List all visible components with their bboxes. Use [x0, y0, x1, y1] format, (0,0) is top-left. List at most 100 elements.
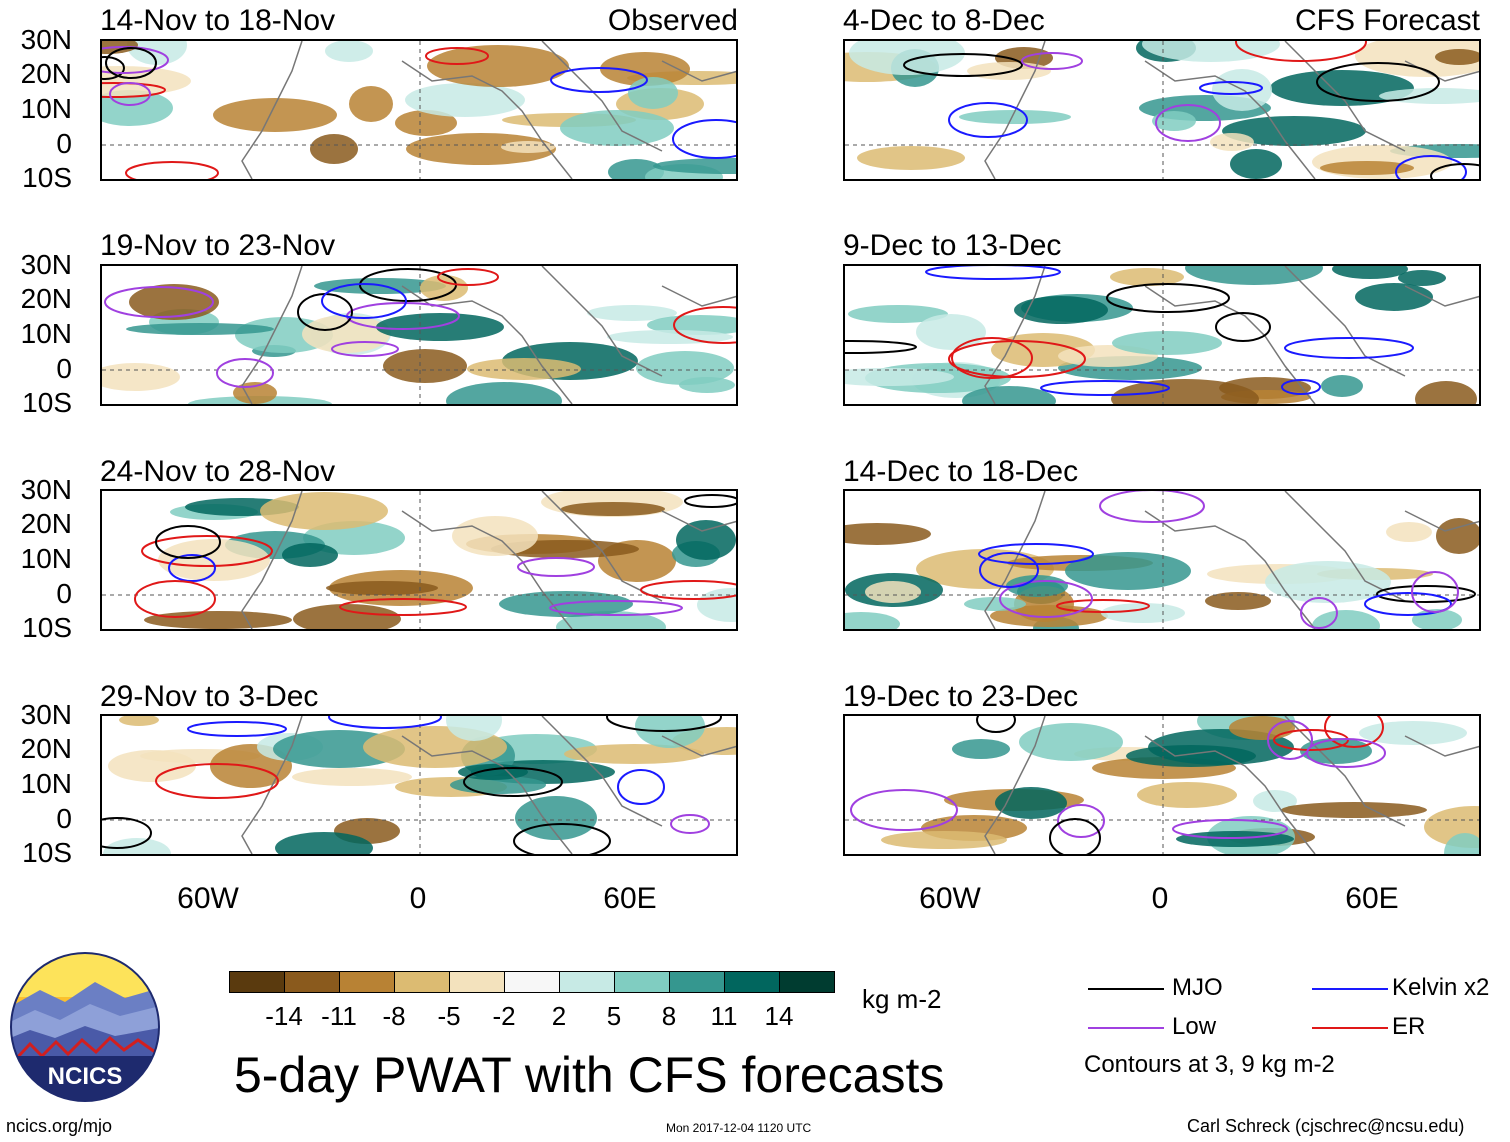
pwat-anomaly-shading [126, 323, 274, 335]
colorbar-swatch [394, 971, 450, 993]
lat-label: 30N [20, 249, 72, 280]
coastline [984, 491, 1479, 629]
legend-contour-note: Contours at 3, 9 kg m-2 [1084, 1051, 1335, 1078]
er-contour [425, 47, 489, 65]
pwat-anomaly-shading [213, 98, 337, 132]
pwat-anomaly-shading [1386, 522, 1432, 542]
lat-label: 20N [20, 508, 72, 539]
pwat-anomaly-shading [293, 604, 401, 629]
mjo-contour [155, 525, 221, 559]
pwat-anomaly-shading [1152, 111, 1196, 131]
pwat-anomaly-shading [129, 284, 219, 320]
pwat-anomaly-shading [881, 831, 1007, 849]
pwat-anomaly-shading [1019, 723, 1123, 761]
coastline [984, 716, 1479, 854]
mjo-contour [102, 56, 125, 80]
pwat-anomaly-shading [501, 141, 555, 153]
panel-title-l4: 29-Nov to 3-Dec [100, 680, 319, 713]
pwat-anomaly-shading [292, 768, 412, 786]
pwat-anomaly-shading [1210, 133, 1254, 151]
er-contour [339, 598, 467, 616]
colorbar-swatch [614, 971, 670, 993]
figure-title: 5-day PWAT with CFS forecasts [234, 1047, 945, 1103]
kelvin-contour [321, 283, 407, 319]
low-contour [216, 358, 274, 388]
pwat-anomaly-shading [952, 739, 1010, 759]
panel-title-r1: 4-Dec to 8-Dec [843, 4, 1045, 37]
er-contour [1324, 716, 1384, 748]
pwat-anomaly-shading [102, 90, 173, 126]
pwat-anomaly-shading [119, 716, 159, 726]
pwat-anomaly-shading [647, 315, 736, 335]
pwat-anomaly-shading [1398, 270, 1446, 286]
low-contour [517, 557, 595, 577]
mjo-contour [976, 716, 1016, 733]
pwat-anomaly-shading [845, 612, 900, 629]
map-panel [843, 489, 1481, 631]
colorbar-label: 14 [764, 1001, 794, 1031]
mjo-contour [903, 53, 1023, 77]
kelvin-contour [672, 119, 736, 159]
pwat-anomaly-shading [1111, 379, 1259, 404]
pwat-anomaly-shading [405, 83, 525, 117]
colorbar-swatch [559, 971, 615, 993]
lat-label: 10S [22, 612, 72, 643]
kelvin-contour [617, 769, 665, 805]
low-contour [1411, 571, 1459, 613]
pwat-anomaly-shading [1300, 738, 1372, 764]
pwat-anomaly-shading [1265, 561, 1391, 603]
pwat-anomaly-shading [395, 110, 457, 136]
map-panel [843, 714, 1481, 856]
pwat-anomaly-shading [452, 516, 538, 556]
low-contour [670, 814, 710, 834]
pwat-anomaly-shading [1359, 721, 1467, 745]
pwat-anomaly-shading [1065, 552, 1191, 590]
pwat-anomaly-shading [144, 611, 292, 629]
low-contour [1306, 738, 1386, 768]
panel-title-r4: 19-Dec to 23-Dec [843, 680, 1079, 713]
pwat-anomaly-shading [1126, 745, 1256, 767]
pwat-anomaly-shading [1332, 266, 1408, 279]
lon-label-0-left: 0 [409, 882, 427, 915]
er-contour [673, 306, 736, 344]
coastline [241, 716, 736, 854]
pwat-anomaly-shading [697, 588, 736, 622]
kelvin-contour [550, 67, 648, 93]
colorbar-label: -8 [382, 1001, 406, 1031]
colorbar-swatch [449, 971, 505, 993]
pwat-anomaly-shading [108, 750, 196, 782]
map-panel [843, 264, 1481, 406]
low-contour [1155, 104, 1221, 142]
low-contour [1057, 804, 1105, 838]
lat-label: 10S [22, 837, 72, 868]
lat-label: 10N [20, 93, 72, 124]
pwat-anomaly-shading [962, 386, 1056, 404]
pwat-anomaly-shading [1321, 375, 1363, 397]
pwat-anomaly-shading [1415, 381, 1477, 404]
legend-mjo-line [1088, 988, 1164, 990]
lat-label: 10N [20, 768, 72, 799]
pwat-anomaly-shading [127, 41, 187, 65]
colorbar: -14 -11 -8 -5 -2 2 5 8 11 14 [229, 971, 835, 1031]
mjo-contour [1316, 62, 1440, 102]
colorbar-label: 5 [606, 1001, 622, 1031]
pwat-anomaly-shading [326, 581, 438, 595]
panel-title-l2: 19-Nov to 23-Nov [100, 229, 336, 262]
colorbar-swatch [229, 971, 285, 993]
mjo-contour [1215, 312, 1271, 342]
low-contour [1267, 720, 1313, 760]
low-contour [999, 580, 1093, 618]
footer-url[interactable]: ncics.org/mjo [6, 1116, 113, 1136]
kelvin-contour [1284, 337, 1414, 359]
map-panel [100, 39, 738, 181]
low-contour [1172, 819, 1288, 839]
lat-label: 20N [20, 733, 72, 764]
mjo-contour [1430, 163, 1479, 179]
observed-label: Observed [607, 4, 738, 37]
pwat-anomaly-shading [1444, 833, 1479, 854]
logo-text: NCICS [48, 1063, 123, 1090]
colorbar-label: -2 [492, 1001, 516, 1031]
coastline [984, 41, 1479, 179]
colorbar-label: 8 [661, 1001, 677, 1031]
colorbar-label: -11 [321, 1001, 357, 1031]
